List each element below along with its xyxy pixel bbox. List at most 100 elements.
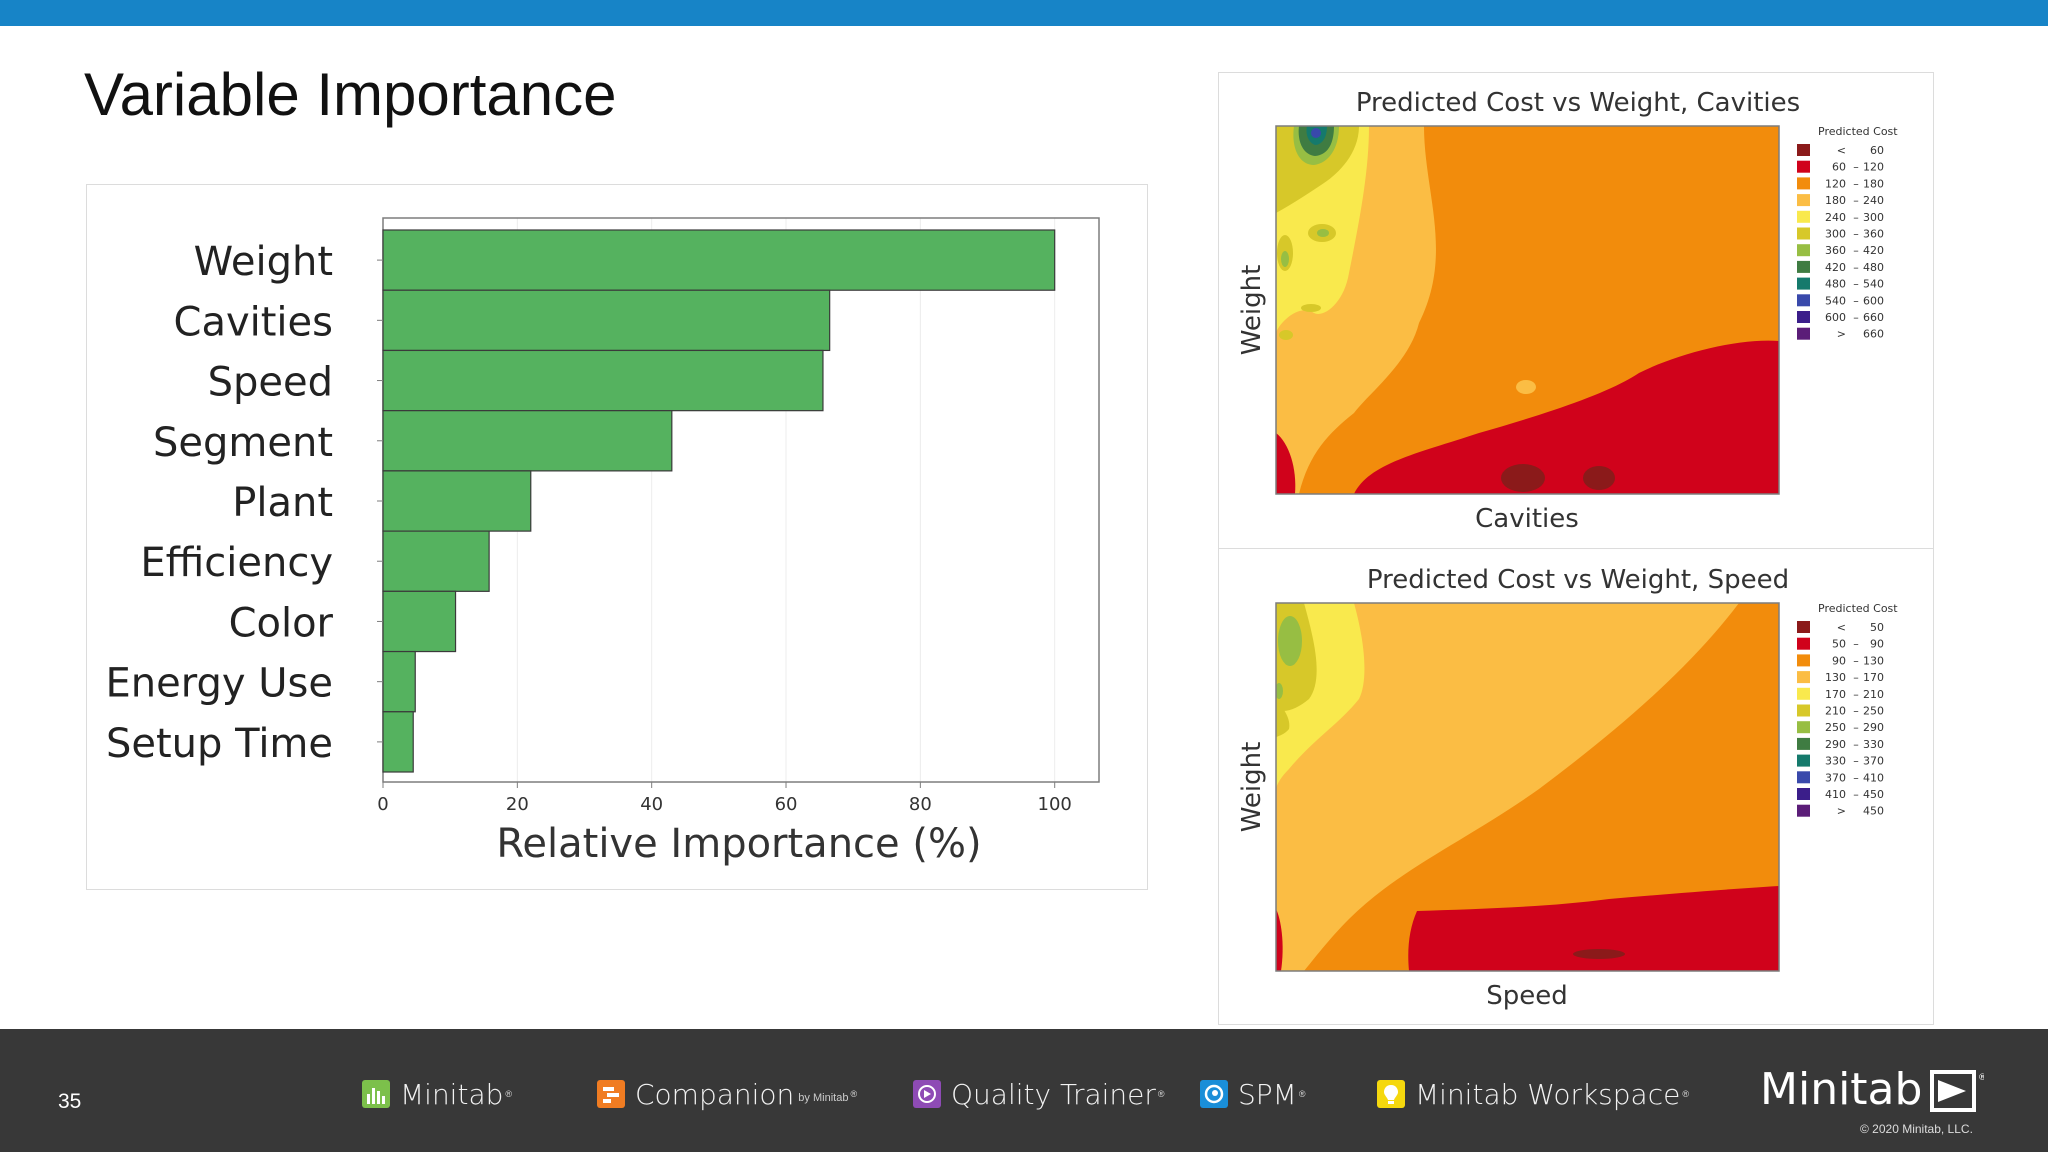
legend-high-value: 60 — [1870, 144, 1884, 157]
x-tick-label: 80 — [909, 794, 932, 815]
panel-divider — [1219, 548, 1933, 549]
legend-dash: – — [1853, 161, 1859, 174]
x-axis-label: Relative Importance (%) — [496, 821, 981, 867]
brand-name: Quality Trainer — [951, 1077, 1156, 1111]
brand-minitab-workspace[interactable]: Minitab Workspace ® — [1377, 1076, 1689, 1112]
legend-high-value: 480 — [1863, 261, 1884, 274]
footer-bar — [0, 1029, 2048, 1152]
contour-x-axis-label: Speed — [1486, 981, 1568, 1011]
legend-high-value: 360 — [1863, 228, 1884, 241]
legend-high-value: 180 — [1863, 177, 1884, 190]
legend-swatch — [1797, 294, 1810, 307]
legend-low-value: 600 — [1825, 311, 1846, 324]
contour-frame — [1275, 602, 1780, 972]
legend-dash: – — [1853, 671, 1859, 684]
legend-dash: – — [1853, 261, 1859, 274]
legend-dash: – — [1853, 278, 1859, 291]
brand-by-label: by Minitab — [798, 1092, 849, 1104]
category-label: Setup Time — [106, 721, 333, 767]
legend-high-value: 450 — [1863, 788, 1884, 801]
legend-high-value: 90 — [1870, 638, 1884, 651]
legend-high-value: 540 — [1863, 278, 1884, 291]
legend-swatch — [1797, 671, 1810, 684]
legend-swatch — [1797, 737, 1810, 750]
contour-x-axis-label: Cavities — [1475, 504, 1579, 534]
brand-name: Companion — [635, 1077, 795, 1111]
legend-low-value: > — [1837, 805, 1846, 818]
workspace-icon — [1377, 1080, 1405, 1108]
legend-swatch — [1797, 244, 1810, 257]
contour-legend: Predicted Cost< 6060–120120–180180–240240… — [1797, 125, 1898, 341]
legend-dash: – — [1853, 244, 1859, 257]
legend-swatch — [1797, 771, 1810, 784]
legend-swatch — [1797, 177, 1810, 190]
legend-low-value: 50 — [1832, 638, 1846, 651]
legend-high-value: 330 — [1863, 738, 1884, 751]
legend-swatch — [1797, 804, 1810, 817]
brand-name: SPM — [1238, 1077, 1297, 1111]
variable-importance-chart-panel: Weight Cavities Speed Segment Plant Efficienc… — [86, 184, 1148, 890]
legend-low-value: 410 — [1825, 788, 1846, 801]
legend-low-value: 300 — [1825, 228, 1846, 241]
legend-dash: – — [1853, 688, 1859, 701]
contour-plot-speed: Predicted Cost vs Weight, Speed Speed We… — [1237, 565, 1898, 1011]
legend-dash: – — [1853, 705, 1859, 718]
contour-y-axis-label: Weight — [1237, 742, 1267, 833]
legend-low-value: 170 — [1825, 688, 1846, 701]
legend-high-value: 290 — [1863, 721, 1884, 734]
legend-low-value: 130 — [1825, 671, 1846, 684]
legend-high-value: 120 — [1863, 161, 1884, 174]
legend-swatch — [1797, 144, 1810, 156]
contour-frame — [1275, 125, 1780, 495]
category-label: Weight — [194, 239, 333, 285]
brand-spm[interactable]: SPM ® — [1200, 1076, 1305, 1112]
top-accent-bar — [0, 0, 2048, 26]
legend-high-value: 250 — [1863, 705, 1884, 718]
minitab-arrow-logo-icon: ® — [1930, 1070, 1984, 1112]
x-tick-label: 60 — [775, 794, 798, 815]
spm-icon — [1200, 1080, 1228, 1108]
legend-low-value: 370 — [1825, 771, 1846, 784]
legend-swatch — [1797, 721, 1810, 734]
legend-low-value: 90 — [1832, 654, 1846, 667]
page-number: 35 — [58, 1090, 82, 1113]
minitab-logo-text: Minitab — [1760, 1064, 1923, 1115]
legend-low-value: 60 — [1832, 161, 1846, 174]
legend-low-value: < — [1837, 144, 1846, 157]
legend-high-value: 170 — [1863, 671, 1884, 684]
brand-quality-trainer[interactable]: Quality Trainer ® — [913, 1076, 1165, 1112]
brand-name: Minitab Workspace — [1415, 1077, 1681, 1111]
legend-dash: – — [1853, 177, 1859, 190]
legend-swatch — [1797, 327, 1810, 340]
slide-title: Variable Importance — [84, 61, 617, 128]
legend-title: Predicted Cost — [1818, 602, 1898, 615]
legend-dash: – — [1853, 294, 1859, 307]
legend-high-value: 450 — [1863, 805, 1884, 818]
legend-swatch — [1797, 621, 1810, 633]
legend-high-value: 130 — [1863, 654, 1884, 667]
contour-plot-title: Predicted Cost vs Weight, Speed — [1367, 565, 1789, 595]
brand-companion[interactable]: Companion by Minitab ® — [597, 1076, 857, 1112]
brand-name: Minitab — [400, 1077, 504, 1111]
category-label: Color — [229, 600, 334, 646]
bar — [382, 349, 824, 412]
legend-swatch — [1797, 754, 1810, 767]
bar — [382, 650, 416, 713]
legend-swatch — [1797, 704, 1810, 717]
legend-low-value: 540 — [1825, 294, 1846, 307]
legend-dash: – — [1853, 738, 1859, 751]
minitab-bars-icon — [362, 1080, 390, 1108]
legend-swatch — [1797, 227, 1810, 240]
legend-dash: – — [1853, 311, 1859, 324]
legend-swatch — [1797, 687, 1810, 700]
legend-swatch — [1797, 788, 1810, 800]
x-tick-label: 20 — [506, 794, 529, 815]
contour-legend: Predicted Cost< 5050–9090–130130–170170–2… — [1797, 602, 1898, 818]
category-label: Segment — [153, 420, 333, 466]
legend-swatch — [1797, 160, 1810, 173]
brand-minitab[interactable]: Minitab ® — [362, 1076, 512, 1112]
legend-low-value: < — [1837, 621, 1846, 634]
legend-low-value: 290 — [1825, 738, 1846, 751]
legend-high-value: 240 — [1863, 194, 1884, 207]
legend-dash: – — [1853, 755, 1859, 768]
